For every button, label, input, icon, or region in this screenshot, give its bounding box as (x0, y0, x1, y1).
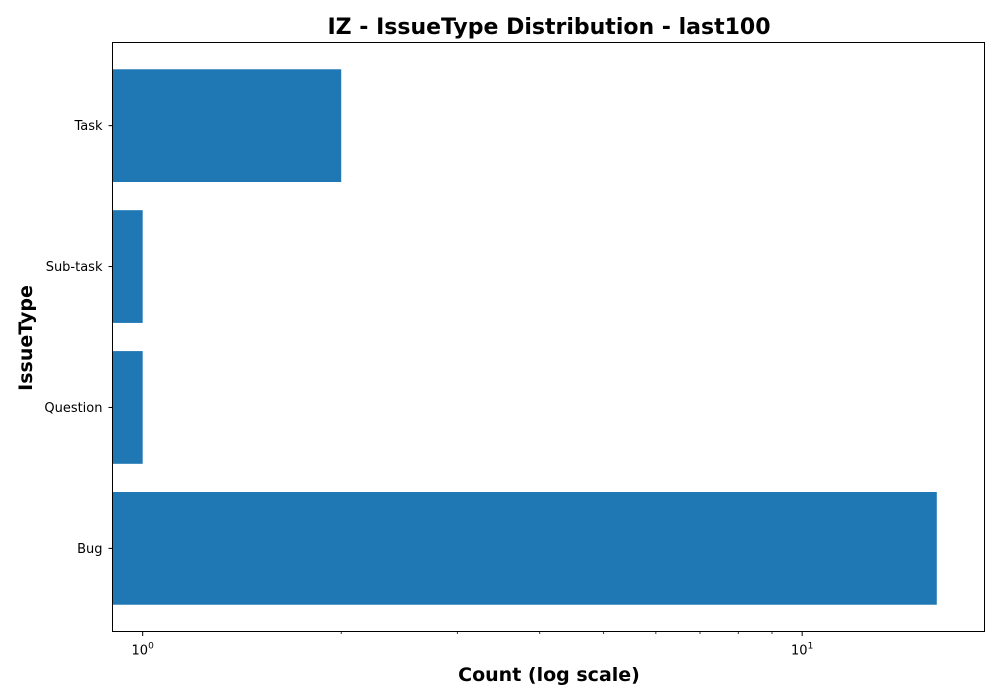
x-axis: 100 101 (132, 631, 813, 659)
bars-layer (112, 69, 937, 605)
y-axis-label: IssueType (15, 285, 37, 391)
bar-task (112, 69, 342, 182)
y-tick-label: Task (73, 119, 103, 134)
plot-frame (112, 42, 985, 632)
y-tick-label: Bug (77, 542, 102, 557)
y-tick-label: Question (44, 401, 102, 416)
x-axis-label: Count (log scale) (458, 664, 640, 686)
y-tick-label: Sub-task (46, 260, 103, 275)
bar-sub-task (112, 210, 143, 323)
bar-question (112, 351, 143, 464)
bar-bug (112, 492, 937, 605)
y-axis: Bug Question Sub-task Task (44, 119, 113, 557)
x-tick-label: 100 (132, 642, 155, 659)
chart-title: IZ - IssueType Distribution - last100 (327, 15, 770, 40)
x-tick-label: 101 (791, 642, 813, 659)
